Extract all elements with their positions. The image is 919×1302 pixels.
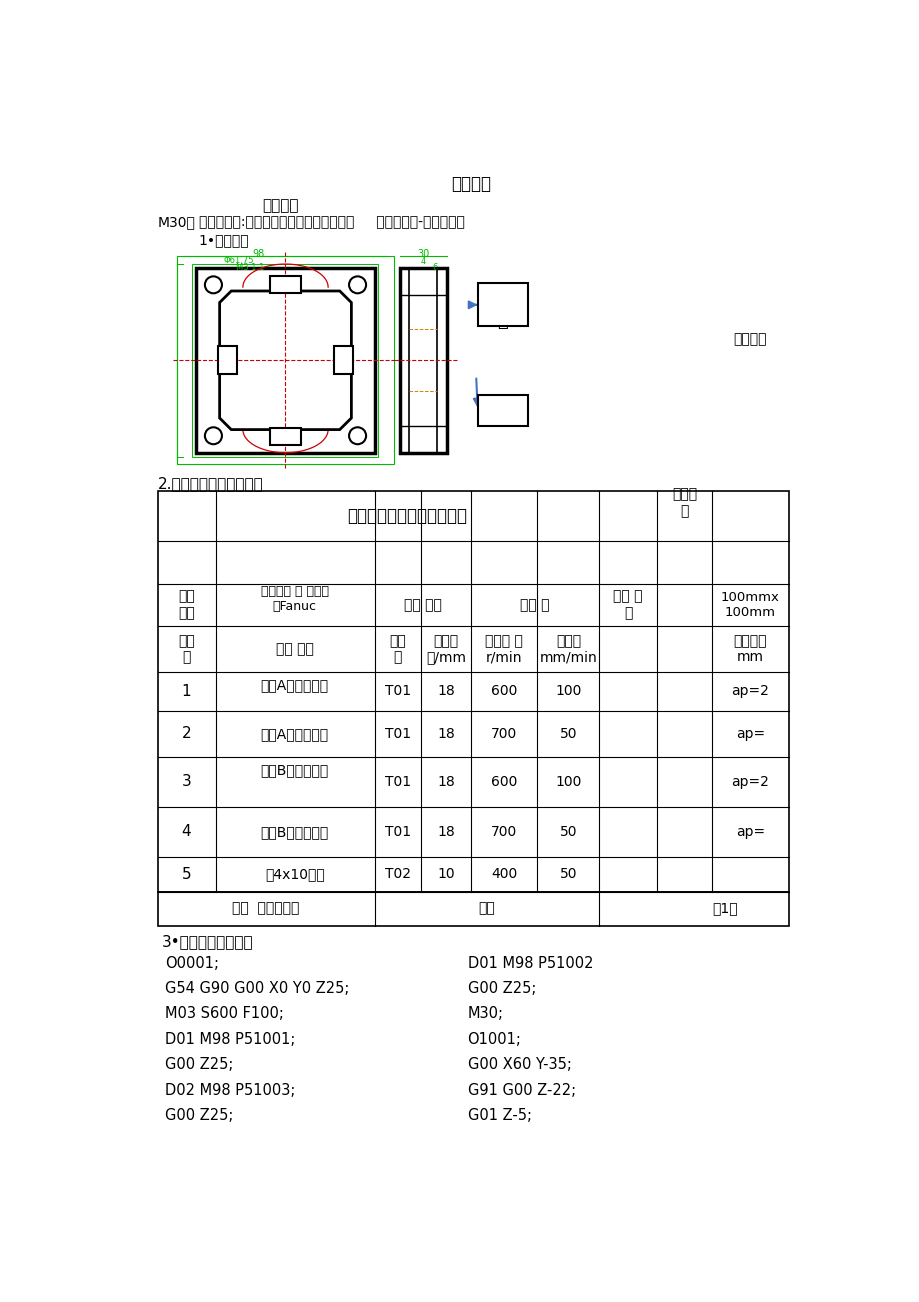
Bar [201,272,369,449]
Text: 18: 18 [437,685,454,698]
Text: 共1页: 共1页 [711,901,737,915]
Text: T01: T01 [384,775,411,789]
Text: 道具规
格/mm: 道具规 格/mm [425,634,465,664]
Text: ap=2: ap=2 [731,685,768,698]
Text: 面: 面 [496,311,507,329]
Text: 背吃刀量
mm: 背吃刀量 mm [733,634,766,664]
Text: T01: T01 [384,685,411,698]
Text: 编制  张太绪审核: 编制 张太绪审核 [233,901,300,915]
Text: M30；: M30； [157,215,196,229]
Text: 刀具
号: 刀具 号 [389,634,406,664]
Text: M03 S600 F100;: M03 S600 F100; [165,1006,284,1021]
Text: 数控系统 口 铣床型
号Fanuc: 数控系统 口 铣床型 号Fanuc [260,585,328,613]
Text: 2: 2 [181,727,191,741]
Text: 18: 18 [437,775,454,789]
Bar [477,395,528,426]
Text: T01: T01 [384,825,411,838]
Text: 凸台类零件数控加工工艺卡: 凸台类零件数控加工工艺卡 [346,508,467,525]
Text: 50: 50 [559,727,576,741]
Bar [269,276,301,293]
Text: 精铣A平面至尺寸: 精铣A平面至尺寸 [260,727,328,741]
Text: 材料名称: 材料名称 [733,332,766,346]
Text: 5: 5 [181,867,191,881]
Text: 18: 18 [437,727,454,741]
Text: G00 Z25;: G00 Z25; [165,1108,233,1122]
Text: D02 M98 P51003;: D02 M98 P51003; [165,1082,295,1098]
Text: 工艺 板: 工艺 板 [520,598,550,612]
Text: 进给量
mm/min: 进给量 mm/min [539,634,596,664]
Text: 700: 700 [491,727,516,741]
Text: 工序 内容: 工序 内容 [276,642,313,656]
Text: 2.零件机械加工工序卡：: 2.零件机械加工工序卡： [157,475,263,491]
Text: 100mmx
100mm: 100mmx 100mm [720,591,779,618]
Text: ap=: ap= [735,727,765,741]
Text: Φ61.75: Φ61.75 [223,256,254,266]
Text: 3•数控程序的编写：: 3•数控程序的编写： [162,934,253,949]
Text: G00 Z25;: G00 Z25; [165,1057,233,1072]
Text: B面: B面 [492,402,513,421]
Text: 10: 10 [437,867,454,881]
Text: 精铣B平面至尺寸: 精铣B平面至尺寸 [260,825,329,838]
Text: 四、项目三:型腔类零件或凸台零件的加工     （铣削加工-数控铣床）: 四、项目三:型腔类零件或凸台零件的加工 （铣削加工-数控铣床） [199,215,464,229]
Text: G54 G90 G00 X0 Y0 Z25;: G54 G90 G00 X0 Y0 Z25; [165,980,349,996]
Text: ap=: ap= [735,825,765,838]
Text: M30;: M30; [467,1006,503,1021]
Text: G01 Z-5;: G01 Z-5; [467,1108,531,1122]
Text: M3 1.1: M3 1.1 [236,263,265,272]
Text: T02: T02 [384,867,411,881]
Bar [157,892,789,926]
Text: 6: 6 [432,263,437,272]
Bar [269,428,301,445]
Bar [400,268,447,453]
Text: 夹具 名称: 夹具 名称 [403,598,441,612]
Text: 毛坯 尺
寸: 毛坯 尺 寸 [613,590,642,620]
Text: D01 M98 P51002: D01 M98 P51002 [467,956,593,970]
Bar [196,268,374,453]
Text: ap=2: ap=2 [731,775,768,789]
Text: A: A [495,294,508,312]
Text: 粗铣A平面留余量: 粗铣A平面留余量 [260,678,328,693]
Text: 4: 4 [420,256,425,266]
Text: 3: 3 [181,775,191,789]
Text: 加工过程: 加工过程 [262,199,299,214]
Text: G00 X60 Y-35;: G00 X60 Y-35; [467,1057,571,1072]
Text: G91 G00 Z-22;: G91 G00 Z-22; [467,1082,575,1098]
Bar [157,491,789,892]
Bar [477,284,528,326]
Text: 50: 50 [559,867,576,881]
Text: 30: 30 [417,250,429,259]
Text: 钻4x10的孔: 钻4x10的孔 [265,867,324,881]
Bar [192,264,378,457]
Text: 零件代
号: 零件代 号 [672,488,697,518]
Text: G00 Z25;: G00 Z25; [467,980,536,996]
Text: T01: T01 [384,727,411,741]
Bar [334,346,353,374]
Text: 18: 18 [437,825,454,838]
Text: 批准: 批准 [478,901,494,915]
Text: 100: 100 [554,775,581,789]
Text: 98: 98 [252,250,265,259]
Text: 设备
名称: 设备 名称 [177,590,195,620]
Text: 100: 100 [554,685,581,698]
Text: 精车结束: 精车结束 [451,176,491,194]
Text: 4: 4 [181,824,191,840]
Text: 主轴转 速
r/min: 主轴转 速 r/min [484,634,522,664]
Text: 工序
号: 工序 号 [177,634,195,664]
Bar [218,346,237,374]
Text: 600: 600 [491,685,516,698]
Text: 600: 600 [491,775,516,789]
Text: 50: 50 [559,825,576,838]
Text: 700: 700 [491,825,516,838]
Text: 1•零件图：: 1•零件图： [199,233,249,247]
Text: O0001;: O0001; [165,956,219,970]
Text: 1: 1 [181,684,191,699]
Text: O1001;: O1001; [467,1031,521,1047]
Text: 400: 400 [491,867,516,881]
Text: D01 M98 P51001;: D01 M98 P51001; [165,1031,295,1047]
Bar [176,256,393,465]
Text: 粗铣B平面留余量: 粗铣B平面留余量 [260,763,329,777]
